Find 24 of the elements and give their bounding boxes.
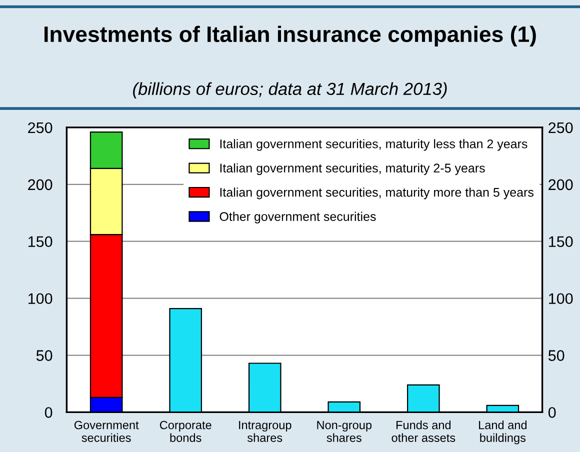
y2-tick-label: 150 (549, 236, 573, 248)
y2-tick-label: 200 (548, 179, 573, 190)
x-tick-label: Government securities (74, 420, 139, 442)
x-tick-label: Intragroup shares (239, 420, 292, 442)
legend-label: Italian government securities, maturity less than 2 years (220, 139, 528, 151)
y2-tick-label: 0 (548, 407, 556, 418)
y2-tick-label: 100 (549, 293, 573, 304)
y-tick-label: 0 (44, 407, 52, 418)
legend-label: Other government securities (220, 212, 376, 224)
x-tick-label: Funds and other assets (392, 420, 456, 442)
y2-tick-label: 50 (548, 350, 564, 361)
chart-title: Investments of Italian insurance companies (1) (44, 26, 536, 47)
y-tick-label: 50 (36, 350, 52, 361)
x-tick-label: Land and buildings (479, 420, 527, 444)
y-tick-label: 250 (28, 122, 52, 134)
y-tick-label: 200 (28, 179, 52, 190)
y-tick-label: 150 (28, 236, 52, 248)
legend-label: Italian government securities, maturity 2-5 years (220, 163, 485, 175)
x-tick-label: Corporate bonds (160, 420, 212, 442)
y2-tick-label: 250 (548, 122, 573, 134)
x-tick-label: Non-group shares (317, 420, 372, 442)
y-tick-label: 100 (28, 293, 52, 304)
chart-subtitle: (billions of euros; data at 31 March 2013) (133, 82, 447, 98)
legend-label: Italian government securities, maturity more than 5 years (220, 188, 534, 200)
